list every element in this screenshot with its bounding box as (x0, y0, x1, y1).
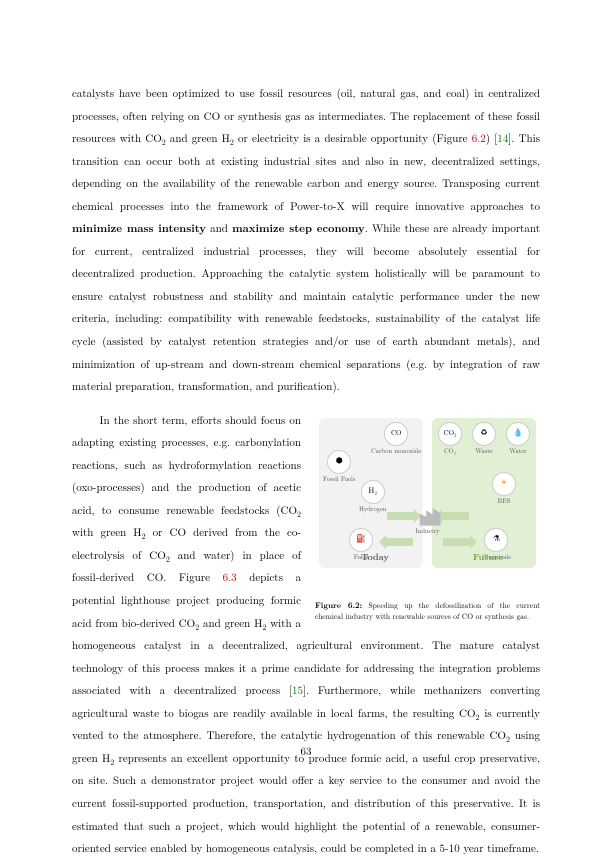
node-label: Carbon monoxide (371, 447, 421, 454)
node-waste: ♻ Waste (472, 422, 496, 454)
node-res: ☀ RES (492, 472, 516, 504)
page-number: 63 (0, 741, 612, 764)
citation-link[interactable]: 15 (292, 683, 303, 698)
arrow-icon (443, 538, 471, 546)
fossil-icon: ⬢ (327, 450, 351, 474)
citation-link[interactable]: 14 (497, 131, 508, 146)
arrow-icon (385, 538, 413, 546)
figure-wrap: ⬢ Fossil Fuels CO Carbon monoxide H₂ Hyd… (315, 414, 540, 623)
node-label: Industry (411, 527, 444, 534)
factory-icon (415, 504, 441, 526)
text: and (206, 221, 232, 236)
fuels-icon: ⛽ (349, 528, 373, 552)
node-co2: CO₂ CO₂ (438, 422, 462, 454)
text: . While these are already important for … (72, 221, 540, 394)
text: or electricity is a desirable opportunit… (234, 131, 472, 146)
panel-label-today: Today (323, 552, 427, 562)
waste-icon: ♻ (472, 422, 496, 446)
co2-icon: CO₂ (438, 422, 462, 446)
text: ) [ (486, 131, 498, 146)
text: represents an excellent opportunity to p… (72, 751, 540, 856)
h2-icon: H₂ (361, 480, 385, 504)
res-icon: ☀ (492, 472, 516, 496)
node-label: Fossil Fuels (323, 475, 355, 482)
chemicals-icon: ⚗ (484, 528, 508, 552)
panel-label-future: Future (436, 552, 540, 562)
node-label: CO₂ (438, 447, 462, 454)
node-label: Waste (472, 447, 496, 454)
co-icon: CO (384, 422, 408, 446)
subscript: 2 (297, 509, 301, 520)
body-paragraph: catalysts have been optimized to use fos… (72, 83, 540, 399)
text: In the short term, efforts should focus … (72, 413, 301, 518)
node-co: CO Carbon monoxide (371, 422, 421, 454)
node-h2: H₂ Hydrogen (359, 480, 386, 512)
text: and green H (199, 616, 262, 631)
arrow-icon (441, 512, 469, 520)
text: and green H (166, 131, 230, 146)
emphasis: minimize mass intensity (72, 221, 206, 236)
figure-caption: Figure 6.2: Speeding up the defossilizat… (315, 600, 540, 623)
figure-ref-link[interactable]: 6.2 (472, 131, 486, 146)
node-water: 💧 Water (506, 422, 530, 454)
node-industry: Industry (411, 504, 444, 534)
text: with green H (72, 525, 142, 540)
emphasis: maximize step economy (232, 221, 365, 236)
figure-ref-link[interactable]: 6.3 (223, 570, 237, 585)
water-icon: 💧 (506, 422, 530, 446)
node-fossil: ⬢ Fossil Fuels (323, 450, 355, 482)
node-label: Water (506, 447, 530, 454)
figure-image: ⬢ Fossil Fuels CO Carbon monoxide H₂ Hyd… (315, 414, 540, 594)
node-label: Hydrogen (359, 505, 386, 512)
node-label: RES (492, 497, 516, 504)
figure-label: Figure 6.2: (315, 600, 362, 611)
